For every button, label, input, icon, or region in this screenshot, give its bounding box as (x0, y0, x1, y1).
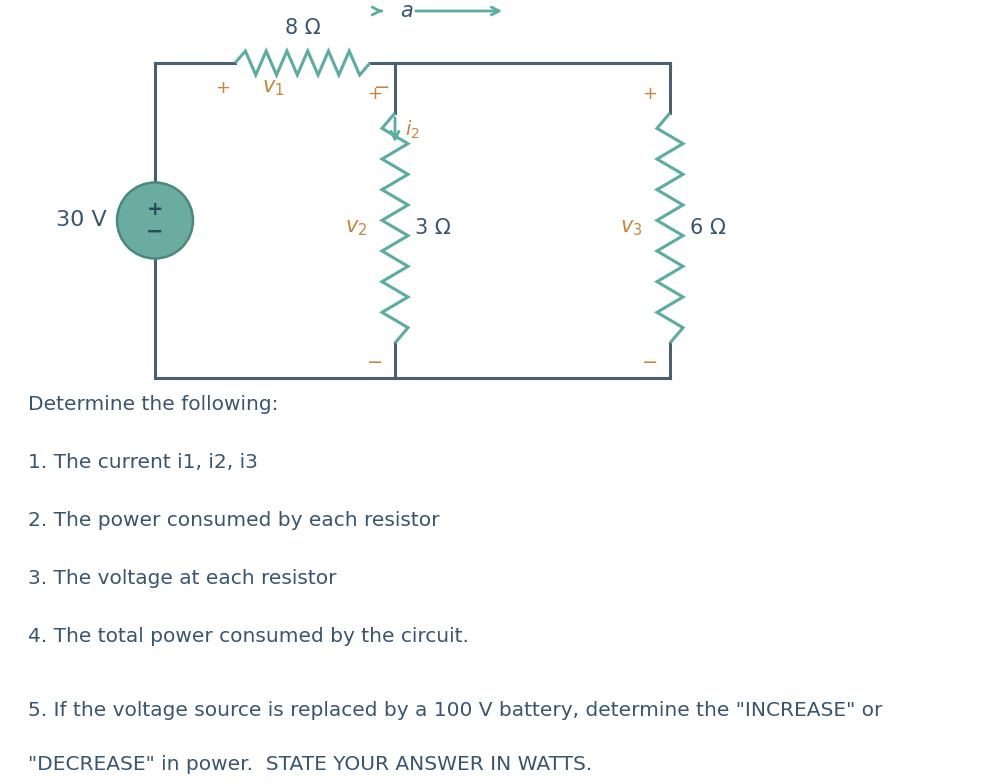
Text: $i_3$: $i_3$ (428, 0, 443, 1)
Text: $v_1$: $v_1$ (262, 78, 284, 98)
Text: $a$: $a$ (400, 1, 413, 21)
Text: 2. The power consumed by each resistor: 2. The power consumed by each resistor (28, 511, 440, 531)
Text: −: − (367, 353, 383, 372)
Text: 30 V: 30 V (56, 211, 107, 230)
Text: $v_3$: $v_3$ (620, 218, 642, 238)
Text: +: + (215, 79, 230, 97)
Text: 1. The current i1, i2, i3: 1. The current i1, i2, i3 (28, 453, 258, 472)
Text: 6 Ω: 6 Ω (690, 218, 726, 238)
Text: $v_2$: $v_2$ (344, 218, 367, 238)
Text: Determine the following:: Determine the following: (28, 395, 278, 414)
Text: −: − (642, 353, 658, 372)
Text: "DECREASE" in power.  STATE YOUR ANSWER IN WATTS.: "DECREASE" in power. STATE YOUR ANSWER I… (28, 756, 592, 774)
Text: −: − (147, 222, 163, 241)
Text: $i_1$: $i_1$ (392, 0, 406, 1)
Text: +: + (147, 200, 163, 219)
Circle shape (117, 182, 193, 258)
Text: 4. The total power consumed by the circuit.: 4. The total power consumed by the circu… (28, 627, 468, 647)
Text: 5. If the voltage source is replaced by a 100 V battery, determine the "INCREASE: 5. If the voltage source is replaced by … (28, 702, 883, 720)
Text: 8 Ω: 8 Ω (284, 18, 321, 38)
Text: 3 Ω: 3 Ω (415, 218, 451, 238)
Text: +: + (643, 85, 657, 103)
Text: +: + (367, 85, 383, 103)
Text: $i_2$: $i_2$ (405, 119, 419, 141)
Text: −: − (374, 78, 391, 98)
Text: 3. The voltage at each resistor: 3. The voltage at each resistor (28, 569, 337, 589)
